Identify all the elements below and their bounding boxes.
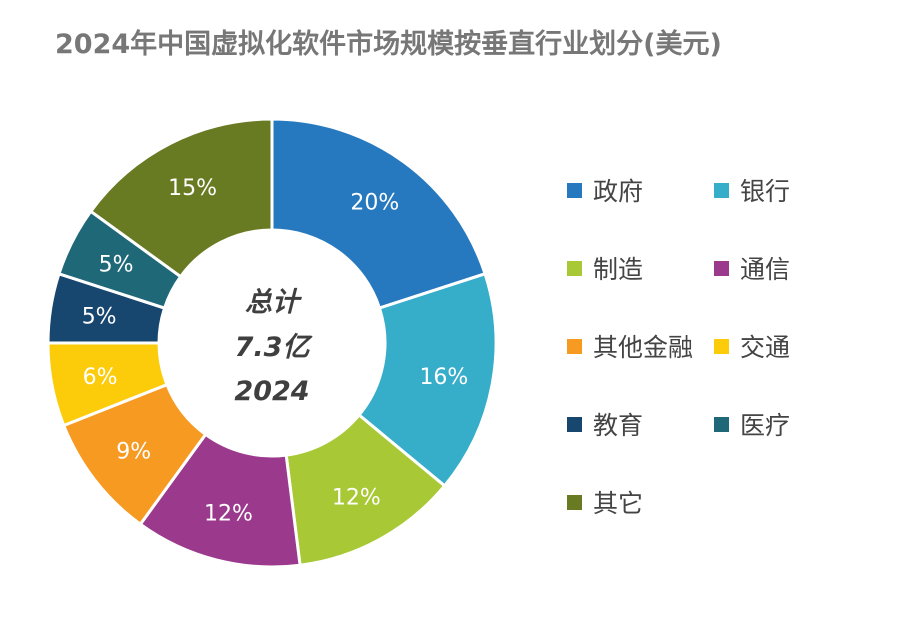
chart-title: 2024年中国虚拟化软件市场规模按垂直行业划分(美元) (55, 29, 722, 60)
center-line-total: 总计 (245, 287, 302, 318)
legend-label: 其他金融 (593, 333, 694, 362)
legend-swatch (567, 494, 582, 510)
slice-label-7: 5% (99, 253, 134, 278)
legend-swatch (567, 338, 582, 354)
legend-label: 交通 (740, 333, 791, 362)
slice-label-8: 15% (168, 176, 217, 201)
legend-label: 其它 (593, 489, 644, 518)
center-label: 总计 7.3亿 2024 (234, 287, 313, 407)
legend-swatch (567, 416, 582, 432)
slice-label-2: 12% (332, 485, 381, 510)
legend-swatch (567, 260, 582, 276)
legend-label: 政府 (593, 177, 644, 206)
legend-label: 制造 (593, 255, 644, 284)
legend-swatch (567, 182, 582, 198)
slice-label-0: 20% (350, 190, 399, 215)
legend-swatch (714, 338, 729, 354)
slice-label-5: 6% (83, 365, 118, 390)
legend-label: 医疗 (740, 411, 791, 440)
slice-label-4: 9% (116, 439, 151, 464)
slice-0 (270, 117, 487, 310)
legend-item-2: 制造 (567, 250, 643, 286)
legend-label: 教育 (593, 411, 644, 440)
slice-label-3: 12% (204, 502, 253, 527)
legend-item-8: 其它 (567, 484, 643, 520)
legend-swatch (714, 182, 729, 198)
legend-label: 银行 (740, 177, 791, 206)
legend-swatch (714, 260, 729, 276)
legend-swatch (714, 416, 729, 432)
slice-label-6: 5% (82, 305, 117, 330)
slice-8 (88, 117, 274, 279)
slices-group (46, 117, 498, 569)
center-line-year: 2024 (234, 376, 309, 407)
slice-1 (356, 271, 498, 488)
legend-item-1: 银行 (714, 172, 790, 208)
slice-labels-group: 20% 16% 12% 12% 9% 6% 5% 5% 15% (82, 176, 469, 526)
legend-item-6: 教育 (567, 406, 643, 442)
legend-item-0: 政府 (567, 172, 643, 208)
legend-item-4: 其他金融 (567, 328, 693, 364)
legend-label: 通信 (740, 255, 791, 284)
slice-label-1: 16% (419, 365, 468, 390)
center-line-amount: 7.3亿 (235, 332, 314, 363)
legend-item-3: 通信 (714, 250, 790, 286)
legend-item-7: 医疗 (714, 406, 790, 442)
legend-item-5: 交通 (714, 328, 790, 364)
